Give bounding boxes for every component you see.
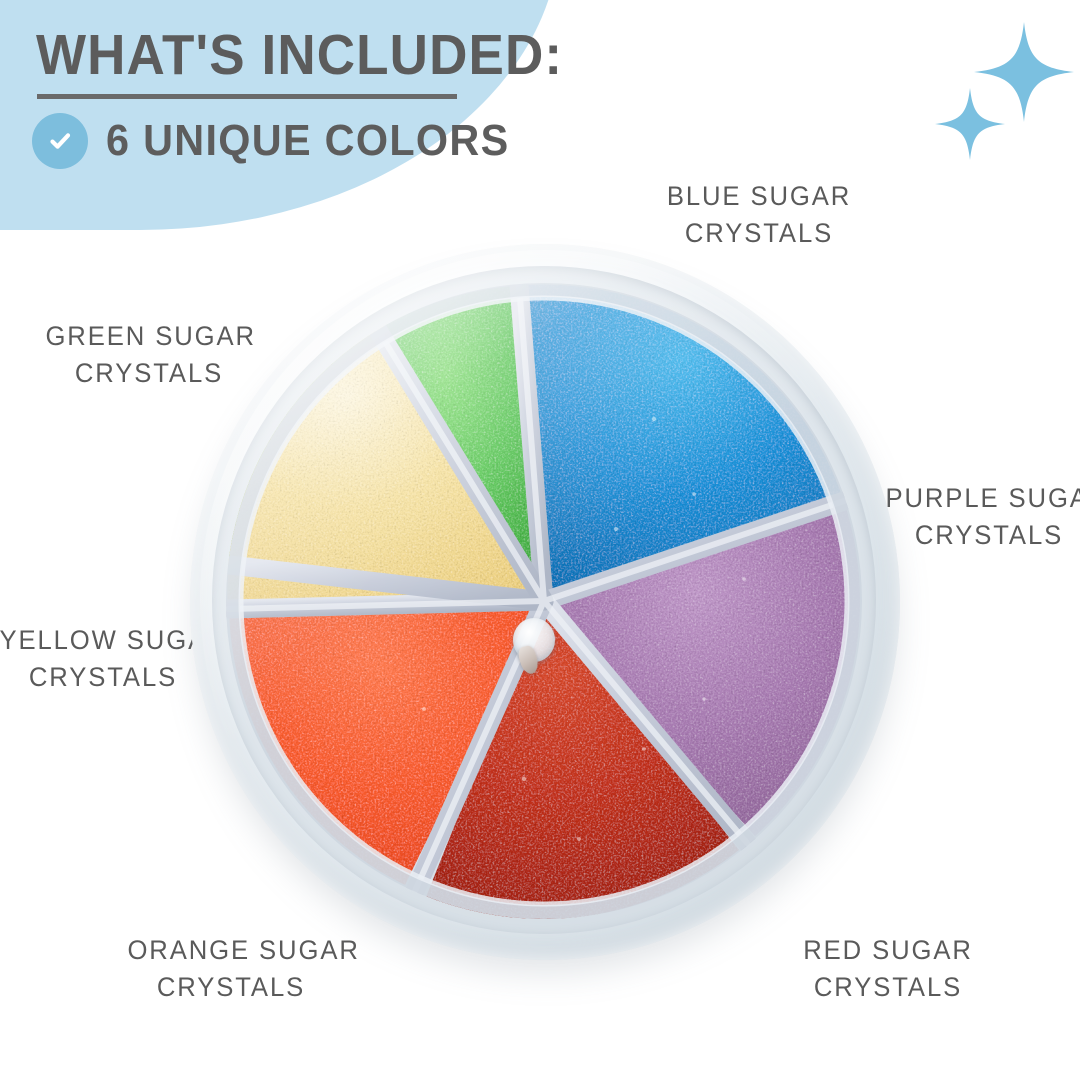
label-purple: PURPLE SUGAR CRYSTALS <box>885 480 1080 554</box>
header-content: WHAT'S INCLUDED: 6 UNIQUE COLORS <box>0 0 564 240</box>
product-image <box>182 234 908 976</box>
label-yellow-line1: YELLOW SUGAR <box>0 625 228 655</box>
label-yellow-line2: CRYSTALS <box>28 662 178 692</box>
feature-bullet-label: 6 UNIQUE COLORS <box>106 116 510 165</box>
page-title: WHAT'S INCLUDED: <box>36 23 564 87</box>
label-blue-line1: BLUE SUGAR <box>666 181 852 211</box>
compartment-wheel <box>224 279 864 923</box>
title-underline <box>37 94 457 99</box>
label-orange-line2: CRYSTALS <box>156 972 306 1002</box>
label-blue-line2: CRYSTALS <box>684 218 834 248</box>
label-yellow: YELLOW SUGAR CRYSTALS <box>0 622 228 696</box>
check-circle-icon <box>32 113 88 169</box>
label-purple-line2: CRYSTALS <box>914 520 1064 550</box>
sparkle-star-icon <box>928 14 1076 166</box>
label-purple-line1: PURPLE SUGAR <box>885 483 1080 513</box>
feature-bullet-row: 6 UNIQUE COLORS <box>32 113 535 169</box>
label-blue: BLUE SUGAR CRYSTALS <box>654 178 865 252</box>
label-red-line2: CRYSTALS <box>813 972 963 1002</box>
label-green-line2: CRYSTALS <box>74 358 224 388</box>
